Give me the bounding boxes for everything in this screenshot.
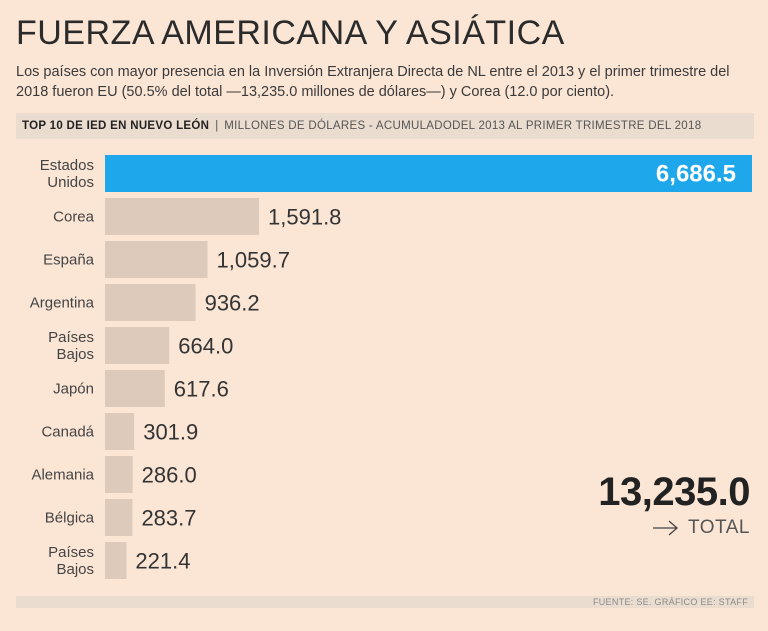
bar	[105, 456, 133, 493]
category-label: Canadá	[41, 424, 94, 441]
category-label: Corea	[53, 209, 95, 226]
bar	[105, 370, 165, 407]
header-title: TOP 10 DE IED EN NUEVO LEÓN	[22, 120, 210, 132]
total-block: 13,235.0 TOTAL	[598, 470, 750, 539]
value-label: 617.6	[174, 377, 229, 402]
value-label: 283.7	[141, 506, 196, 531]
total-row: TOTAL	[598, 517, 750, 539]
total-value: 13,235.0	[598, 470, 750, 514]
category-label: Estados Unidos	[40, 157, 94, 191]
value-label: 1,591.8	[268, 205, 341, 230]
value-label: 936.2	[205, 291, 260, 316]
bar	[105, 499, 133, 536]
chart-subtitle: Los países con mayor presencia en la Inv…	[16, 64, 730, 100]
bar	[105, 284, 196, 321]
value-label: 664.0	[178, 334, 233, 359]
chart-title: FUERZA AMERICANA Y ASIÁTICA	[16, 14, 565, 52]
value-label: 286.0	[142, 463, 197, 488]
category-label: Bélgica	[45, 510, 95, 527]
bar	[105, 327, 170, 364]
bar	[105, 241, 208, 278]
value-label: 1,059.7	[217, 248, 290, 273]
value-label: 6,686.5	[656, 161, 736, 188]
value-label: 221.4	[135, 549, 190, 574]
category-label: Países Bajos	[48, 544, 94, 578]
bar	[105, 155, 752, 192]
value-label: 301.9	[143, 420, 198, 445]
category-label: Países Bajos	[48, 329, 94, 363]
bar	[105, 413, 135, 450]
category-label: Argentina	[30, 295, 95, 312]
header-separator: |	[215, 120, 219, 132]
header-units: MILLONES DE DÓLARES - ACUMULADODEL 2013 …	[224, 120, 702, 132]
bar	[105, 198, 260, 235]
category-label: Japón	[53, 381, 94, 398]
category-label: Alemania	[31, 467, 94, 484]
chart-header-bar: TOP 10 DE IED EN NUEVO LEÓN | MILLONES D…	[16, 113, 754, 139]
footer-bar: FUENTE: SE. GRÁFICO EE: STAFF	[16, 596, 754, 608]
bar	[105, 542, 127, 579]
arrow-right-icon	[653, 520, 679, 536]
category-label: España	[43, 252, 95, 269]
source-note: FUENTE: SE. GRÁFICO EE: STAFF	[592, 597, 748, 607]
total-label: TOTAL	[688, 517, 750, 538]
